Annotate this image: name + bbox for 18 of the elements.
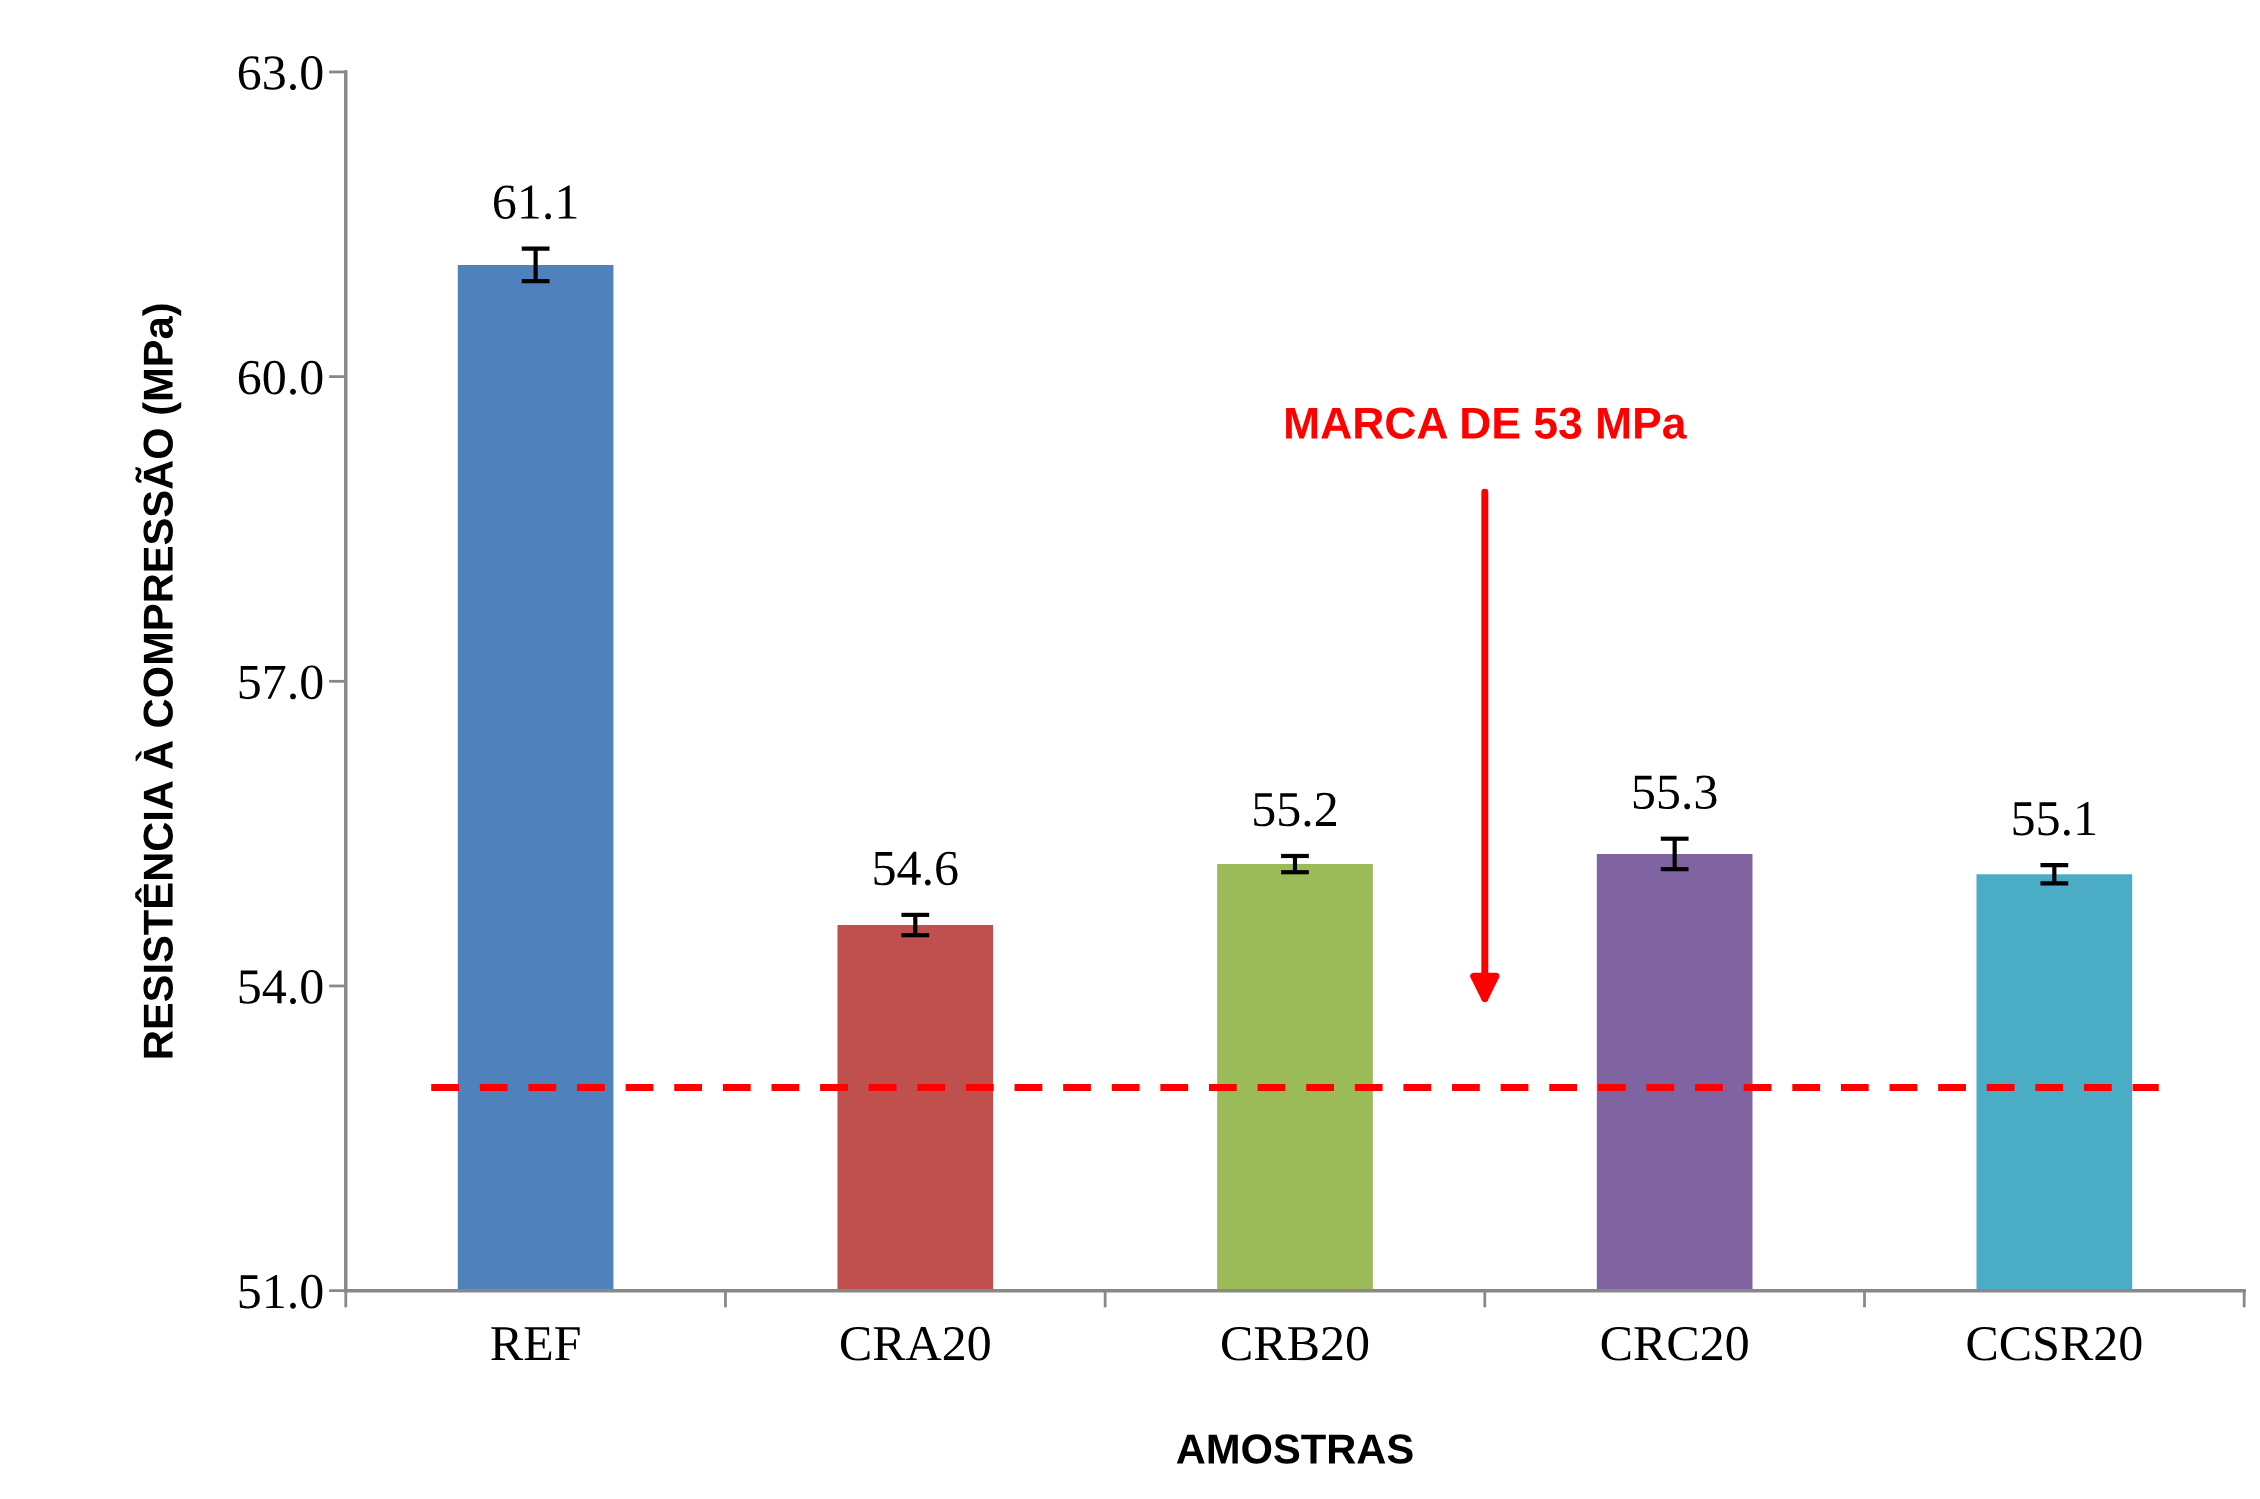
y-axis-title: RESISTÊNCIA À COMPRESSÃO (MPa) [135, 304, 182, 1058]
x-tick-label: CRB20 [1222, 1326, 1369, 1361]
y-tick-label: 57.0 [239, 665, 323, 700]
x-tick-label: REF [491, 1327, 580, 1361]
x-tick-label: CCSR20 [1967, 1326, 2142, 1361]
data-label: 61.1 [494, 185, 577, 220]
y-tick-label: 54.0 [239, 970, 323, 1005]
y-tick-label: 51.0 [239, 1274, 323, 1309]
data-label: 54.6 [874, 851, 958, 886]
x-tick-label: CRC20 [1601, 1326, 1748, 1361]
data-label: 55.2 [1254, 792, 1336, 827]
data-label: 55.1 [2013, 802, 2096, 836]
x-axis-title: AMOSTRAS [1176, 1434, 1413, 1464]
y-tick-label: 60.0 [238, 360, 323, 395]
ref-line-label: MARCA DE 53 MPa [1286, 407, 1687, 439]
y-tick-label: 63.0 [238, 56, 323, 91]
data-label: 55.3 [1633, 775, 1717, 810]
x-tick-label: CRA20 [840, 1326, 990, 1361]
